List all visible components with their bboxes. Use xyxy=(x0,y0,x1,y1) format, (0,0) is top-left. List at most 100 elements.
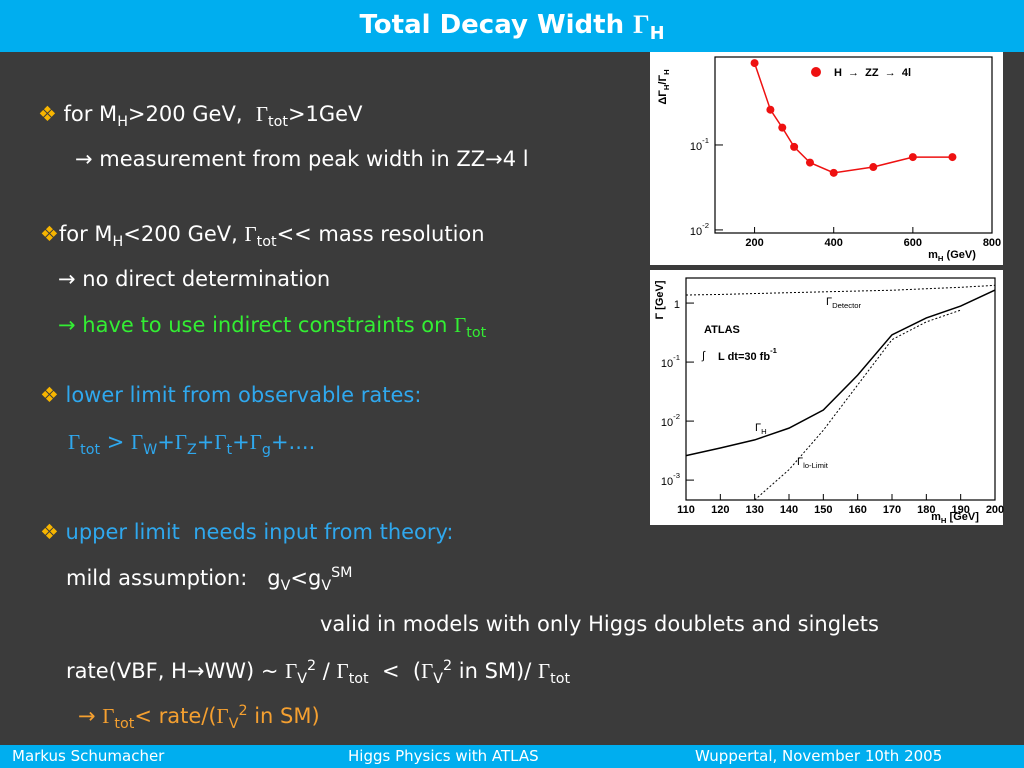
label-part: 10 xyxy=(661,476,673,488)
text-run: 4 l xyxy=(502,147,529,171)
footer-text: Wuppertal, November 10th 2005 xyxy=(695,747,943,765)
text-run: + xyxy=(157,430,175,454)
text-run: H xyxy=(649,24,665,45)
text-run: in SM) xyxy=(247,704,320,728)
text-run: +.... xyxy=(270,430,316,454)
text-line: → Γtot< rate/(ΓV2 in SM) xyxy=(78,703,320,732)
text-run: Total Decay Width xyxy=(359,10,634,40)
label-part: H xyxy=(662,84,671,90)
text-run: >1GeV xyxy=(287,102,363,126)
legend-marker xyxy=(811,67,821,77)
text-line: ❖for MH<200 GeV, Γtot<< mass resolution xyxy=(40,222,485,250)
series-label: ΓH xyxy=(755,422,767,436)
text-run: tot xyxy=(114,716,135,733)
text-line: → no direct determination xyxy=(58,267,330,291)
series-label: Γlo-Limit xyxy=(797,456,829,470)
text-run: 2 xyxy=(307,658,317,674)
text-line: mild assumption: gV<gVSM xyxy=(66,565,352,594)
text-run: V xyxy=(280,578,291,595)
text-run: << mass resolution xyxy=(276,222,485,246)
y-tick-label: 10-2 xyxy=(690,221,709,238)
label-part: -1 xyxy=(673,353,680,362)
text-run: tot xyxy=(80,442,101,459)
text-line: rate(VBF, H→WW) ~ ΓV2 / Γtot < (ΓV2 in S… xyxy=(66,658,570,687)
label-part: 1 xyxy=(674,299,680,311)
text-run: >200 GeV, xyxy=(127,102,256,126)
label-part: 10 xyxy=(661,358,673,370)
text-run: + xyxy=(232,430,250,454)
label-part: lo-Limit xyxy=(803,461,829,470)
series-line xyxy=(685,284,996,296)
text-line: ❖ upper limit needs input from theory: xyxy=(40,520,454,544)
text-run: Γ xyxy=(174,430,188,454)
text-run: lower limit from observable rates: xyxy=(58,383,422,407)
text-run: rate(VBF, H xyxy=(66,659,187,683)
text-run: ❖ xyxy=(40,520,59,544)
text-run: ❖ xyxy=(40,222,59,246)
text-run: for M xyxy=(58,222,113,246)
text-run: mild assumption: g xyxy=(66,566,281,590)
x-tick-label: 190 xyxy=(951,504,969,516)
plot-background xyxy=(650,52,1003,265)
text-run: > xyxy=(100,430,132,454)
text-run: tot xyxy=(256,234,277,251)
text-run: Γ xyxy=(285,659,298,683)
text-run: tot xyxy=(550,671,571,688)
label-part: /Γ xyxy=(657,75,669,85)
label-part: Γ xyxy=(826,296,832,308)
text-line: Γtot > ΓW+ΓZ+Γt+Γg+.... xyxy=(68,430,315,458)
x-tick-label: 110 xyxy=(677,504,695,516)
text-line: → measurement from peak width in ZZ→4 l xyxy=(75,147,529,171)
text-run: + xyxy=(196,430,215,454)
text-run: V xyxy=(228,716,239,733)
text-run: Γ xyxy=(633,10,650,39)
y-tick-label: 10-1 xyxy=(661,353,680,370)
y-tick-label: 10-2 xyxy=(661,412,680,429)
text-run: Z xyxy=(187,442,197,459)
label-part: H xyxy=(761,427,767,436)
y-axis-label: ΔΓH/ΓH xyxy=(657,69,671,105)
text-run: Γ xyxy=(131,430,144,454)
data-point xyxy=(766,105,775,114)
y-tick-label: 1 xyxy=(674,299,680,311)
plot-background xyxy=(650,270,1003,525)
text-run: → xyxy=(186,659,205,683)
text-run: → xyxy=(78,704,103,728)
x-axis-label: mH [GeV] xyxy=(931,511,979,525)
text-run: Γ xyxy=(255,102,269,126)
text-run: <200 GeV, xyxy=(123,222,245,246)
footer: Markus Schumacher Higgs Physics with ATLA… xyxy=(0,745,1024,768)
text-run: Γ xyxy=(216,704,229,728)
label-part: -2 xyxy=(673,412,680,421)
y-axis-label: Γ [GeV] xyxy=(654,280,666,319)
label-part: H xyxy=(662,69,671,75)
footer-text: Higgs Physics with ATLAS xyxy=(348,747,539,765)
text-line: valid in models with only Higgs doublets… xyxy=(320,612,879,636)
label-part: L dt=30 fb xyxy=(718,351,770,363)
label-part: H xyxy=(941,516,947,525)
label-part: (GeV) xyxy=(943,249,976,261)
data-point xyxy=(829,168,838,177)
text-run: tot xyxy=(268,114,288,131)
text-run: 2 xyxy=(238,703,248,719)
text-run: → measurement from peak width in ZZ xyxy=(75,147,486,171)
text-run: → no direct determination xyxy=(58,267,331,291)
label-part: Γ xyxy=(797,456,803,468)
label-part: -3 xyxy=(673,471,680,480)
x-tick-label: 180 xyxy=(917,504,935,516)
annotation: L dt=30 fb-1 xyxy=(718,346,778,363)
text-run: Γ xyxy=(214,430,227,454)
x-tick-label: 120 xyxy=(711,504,729,516)
text-run: < rate/( xyxy=(134,704,217,728)
annotation: ∫ xyxy=(701,350,706,362)
y-tick-label: 10-3 xyxy=(661,471,680,488)
label-part: [GeV] xyxy=(946,511,979,523)
data-point xyxy=(908,153,917,162)
x-tick-label: 170 xyxy=(883,504,901,516)
text-run: <g xyxy=(290,566,322,590)
data-point xyxy=(869,163,878,172)
text-run: tot xyxy=(348,671,369,688)
label-part: m xyxy=(931,511,941,523)
label-part: -1 xyxy=(770,346,778,355)
